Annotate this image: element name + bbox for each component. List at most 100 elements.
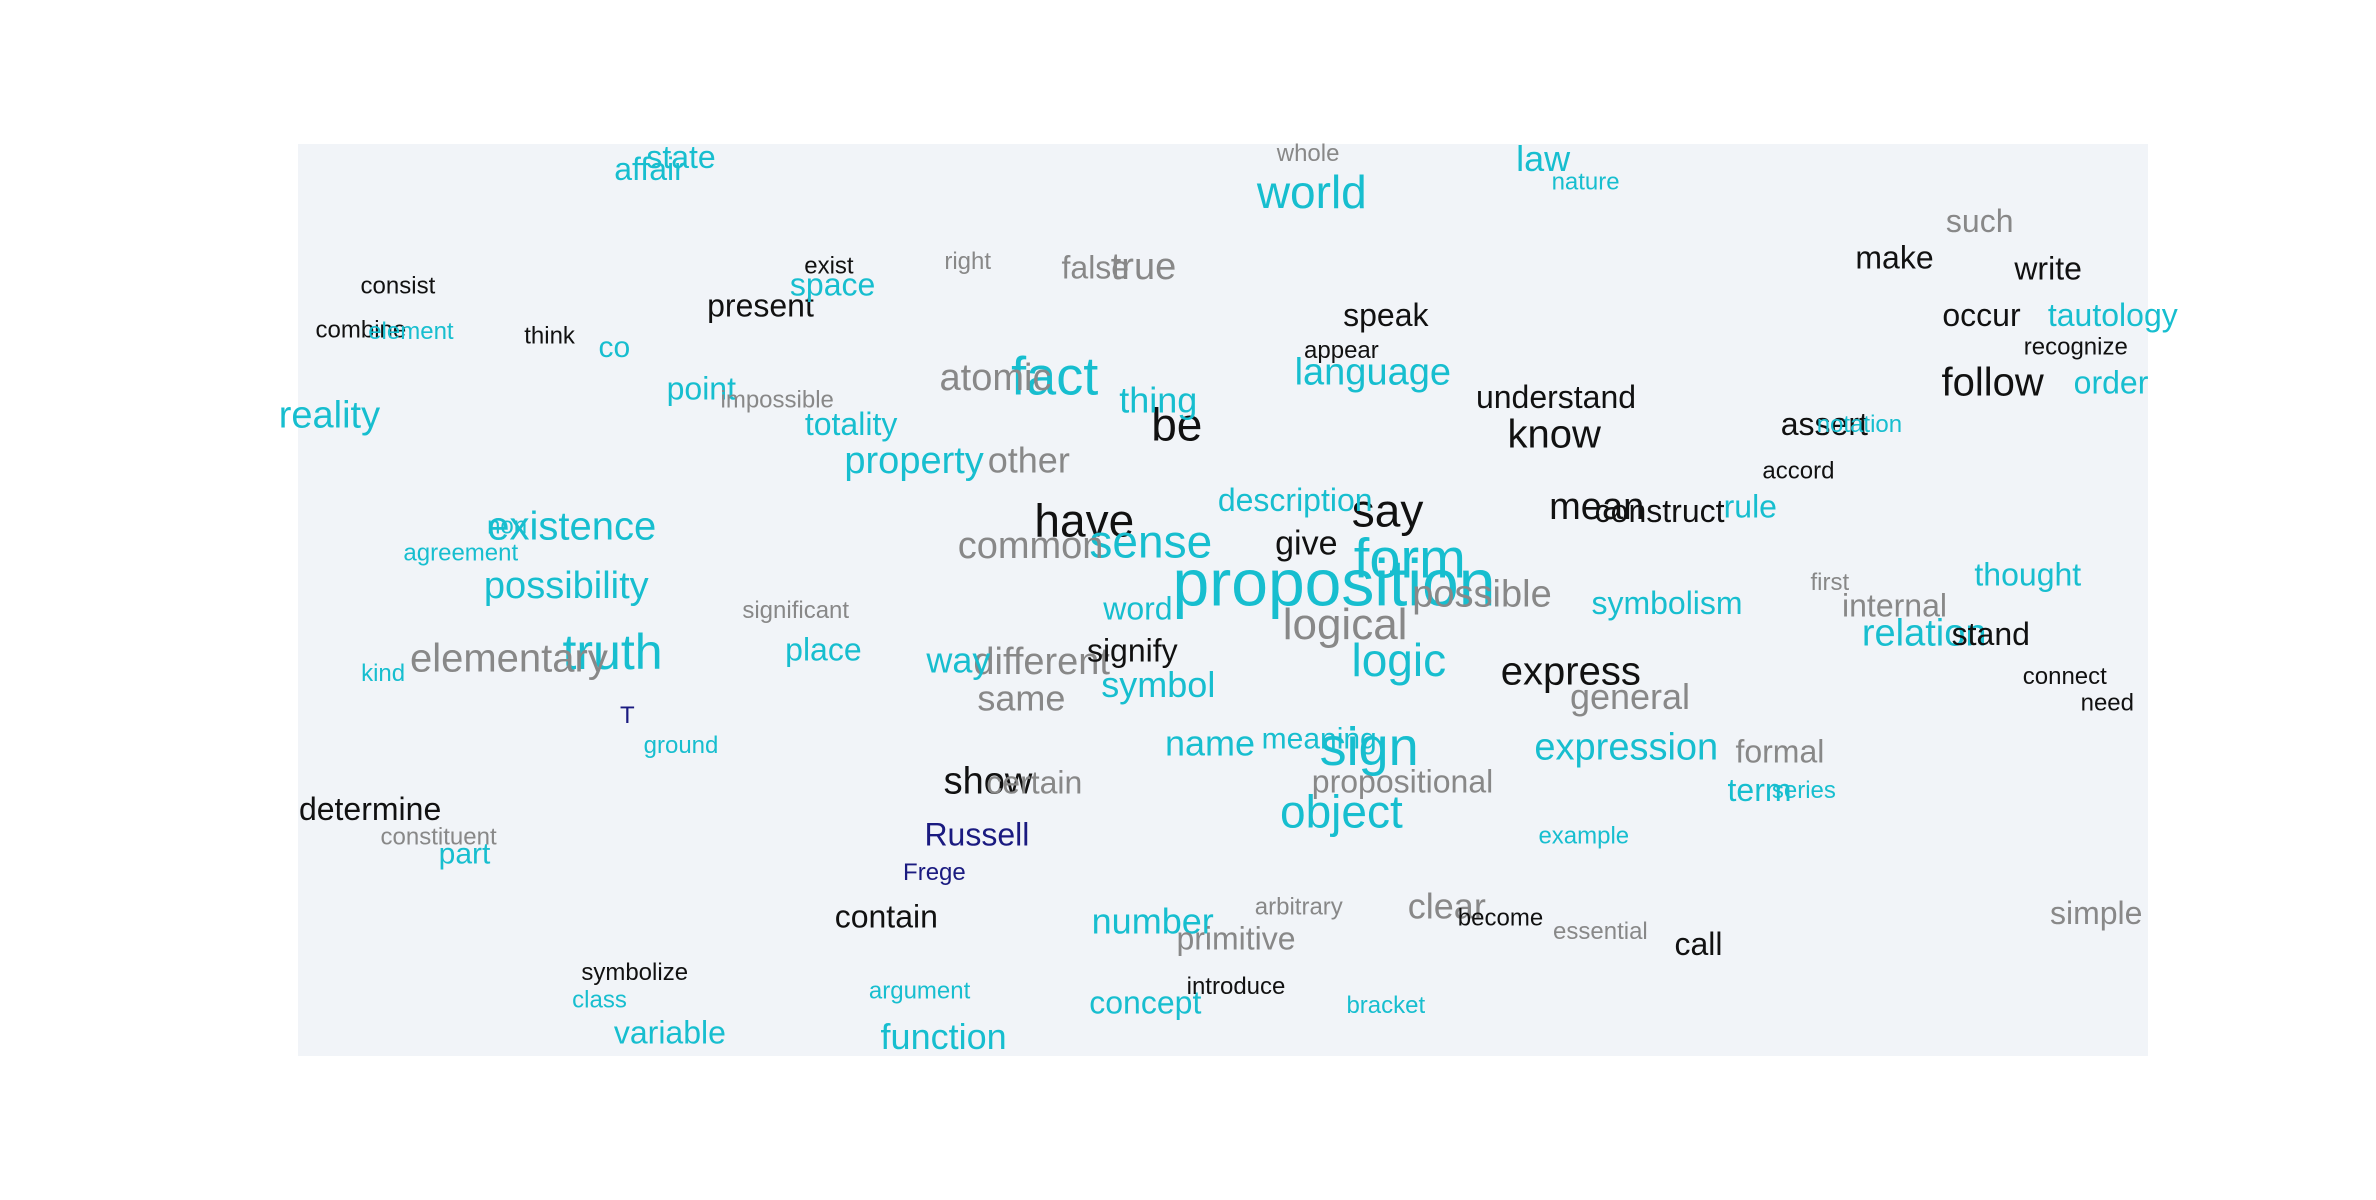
word-impossible: impossible [721,387,834,414]
word-general: general [1570,676,1690,717]
word-express: express [1501,649,1641,693]
word-accord: accord [1762,458,1834,485]
word-internal: internal [1842,588,1947,624]
word-appear: appear [1304,337,1379,364]
word-description: description [1218,482,1373,518]
word-know: know [1508,412,1601,456]
word-t: T [620,702,635,729]
word-part: part [439,837,491,870]
word-frege: Frege [903,859,966,886]
word-contain: contain [835,899,938,935]
word-space: space [790,267,875,303]
word-logic: logic [1351,634,1446,686]
word-relation: relation [1862,613,1987,655]
word-language: language [1295,352,1451,394]
word-rule: rule [1724,488,1777,524]
word-series: series [1772,777,1836,804]
word-understand: understand [1476,379,1636,415]
word-present: present [707,288,814,324]
word-non: non [487,512,527,539]
word-mean: mean [1549,486,1644,528]
word-follow: follow [1941,360,2043,404]
word-call: call [1674,926,1722,962]
word-variable: variable [614,1014,726,1050]
word-first: first [1810,569,1849,596]
word-false: false [1062,249,1130,285]
word-exist: exist [804,252,854,279]
word-agreement: agreement [403,540,518,567]
word-ground: ground [644,732,719,759]
word-propositional: propositional [1312,764,1493,800]
word-co: co [599,331,631,364]
word-certain: certain [986,765,1082,801]
word-occur: occur [1942,297,2021,333]
word-constituent: constituent [381,823,497,850]
word-same: same [977,678,1065,719]
word-simple: simple [2050,895,2142,931]
word-totality: totality [805,406,897,442]
word-argument: argument [869,978,971,1005]
word-symbolism: symbolism [1591,585,1742,621]
word-such: such [1946,203,2014,239]
word-right: right [944,248,991,275]
word-give: give [1275,524,1337,562]
word-function: function [881,1016,1007,1057]
word-need: need [2081,689,2134,716]
word-combine: combine [316,316,407,343]
word-notation: notation [1817,411,1902,438]
word-fact: fact [1011,346,1098,406]
word-say: say [1352,484,1424,536]
plot-area [298,144,2148,1056]
word-russell: Russell [924,817,1029,853]
word-assert: assert [1781,406,1868,442]
word-make: make [1855,239,1933,275]
word-sense: sense [1089,515,1212,567]
word-thing: thing [1119,380,1197,421]
word-possibility: possibility [484,565,649,607]
word-expression: expression [1534,727,1718,769]
word-world: world [1256,166,1367,218]
word-nature: nature [1552,169,1620,196]
word-kind: kind [361,660,405,687]
word-way: way [925,639,990,680]
word-essential: essential [1553,918,1648,945]
word-elementary: elementary [410,637,608,681]
word-place: place [785,631,862,667]
word-atomic: atomic [940,357,1052,399]
word-recognize: recognize [2024,334,2128,361]
word-law: law [1516,138,1571,179]
word-existence: existence [487,504,656,548]
word-speak: speak [1343,297,1429,333]
word-proposition: proposition [1173,546,1496,620]
word-other: other [988,440,1070,481]
word-name: name [1165,722,1255,763]
word-tautology: tautology [2048,297,2178,333]
word-bracket: bracket [1346,992,1425,1019]
word-word: word [1102,590,1172,626]
word-symbolize: symbolize [581,959,688,986]
word-primitive: primitive [1176,921,1295,957]
word-determine: determine [299,791,441,827]
word-construct: construct [1595,493,1725,529]
word-signify: signify [1087,632,1178,668]
word-number: number [1092,900,1214,941]
word-meaning: meaning [1262,722,1377,755]
word-term: term [1728,772,1792,808]
word-possible: possible [1412,573,1551,615]
word-thought: thought [1974,557,2081,593]
word-form: form [1354,526,1466,589]
word-class: class [572,987,627,1014]
word-common: common [958,525,1104,567]
word-true: true [1111,246,1176,288]
word-point: point [667,371,737,407]
word-clear: clear [1408,886,1486,927]
word-whole: whole [1276,140,1340,167]
word-sign: sign [1320,717,1419,777]
word-stand: stand [1952,616,2030,652]
word-object: object [1280,785,1403,837]
word-symbol: symbol [1101,664,1215,705]
word-truth: truth [562,624,662,680]
word-reality: reality [279,395,380,437]
word-be: be [1151,399,1202,451]
